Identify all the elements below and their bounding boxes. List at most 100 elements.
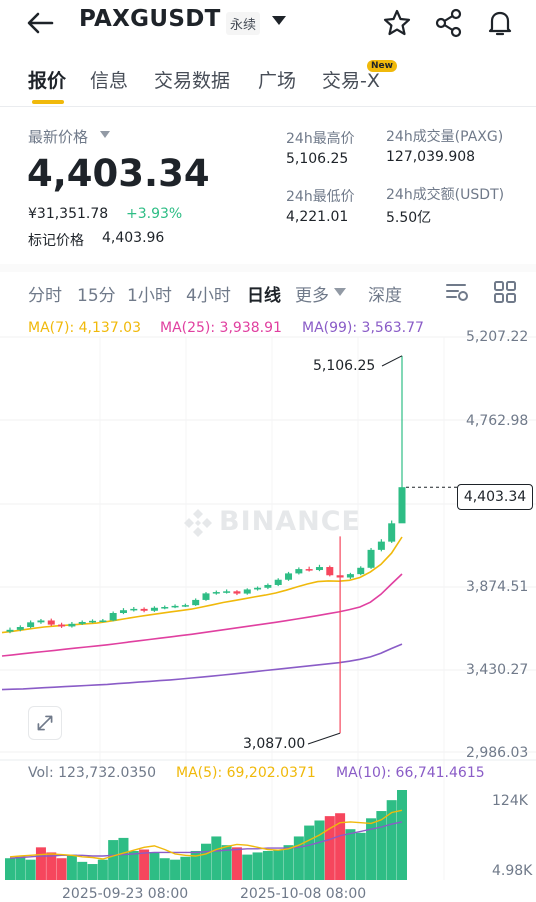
chevron-down-icon[interactable]	[272, 16, 286, 25]
volume-bar	[366, 818, 377, 880]
interval-depth[interactable]: 深度	[368, 286, 402, 306]
candle-body	[336, 575, 344, 578]
mark-price-label: 标记价格	[28, 233, 84, 249]
volume-bar	[221, 845, 232, 880]
candle-body	[109, 612, 117, 621]
bell-icon[interactable]	[485, 8, 515, 38]
turnover-24h-value: 5.50亿	[386, 210, 432, 226]
low-24h-label: 24h最低价	[286, 189, 355, 205]
volume-bar	[190, 850, 201, 880]
tab-trading-data[interactable]: 交易数据	[154, 70, 231, 92]
ma99-legend: MA(99): 3,563.77	[302, 320, 424, 336]
chart-grid	[0, 336, 536, 880]
volume-24h-value: 127,039.908	[386, 149, 476, 165]
price-axis-label: 3,430.27	[466, 662, 529, 678]
ma25-line	[1, 573, 403, 657]
chevron-down-icon[interactable]	[100, 131, 110, 138]
new-badge: New	[367, 60, 397, 72]
candle-body	[315, 567, 323, 571]
candle-body	[212, 592, 220, 594]
volume-bar	[108, 840, 119, 880]
candle-body	[305, 569, 313, 571]
candle-body	[243, 589, 251, 594]
candle-body	[367, 549, 375, 568]
volume-bar	[386, 800, 397, 880]
candle-body	[27, 622, 35, 628]
last-price-label[interactable]: 最新价格	[28, 128, 89, 146]
volume-bar	[211, 836, 222, 880]
symbol-title[interactable]: PAXGUSDT	[79, 6, 221, 32]
active-tab-indicator	[32, 100, 64, 104]
candles	[6, 355, 457, 745]
tab-trade-x[interactable]: 交易-X	[322, 70, 380, 92]
grid-layout-icon[interactable]	[492, 279, 518, 305]
candle-body	[140, 608, 148, 611]
low-marker-label: 3,087.00	[243, 736, 306, 752]
interval-1h[interactable]: 1小时	[127, 286, 172, 306]
interval-daily[interactable]: 日线	[247, 286, 281, 306]
interval-15m[interactable]: 15分	[77, 286, 116, 306]
volume-bar	[252, 852, 263, 880]
candle-body	[398, 487, 406, 524]
candle-body	[295, 569, 303, 574]
tab-quotes[interactable]: 报价	[28, 70, 67, 92]
section-separator	[0, 264, 536, 272]
price-axis-label: 3,874.51	[466, 579, 529, 595]
candle-body	[357, 567, 365, 575]
price-axis-label: 4,762.98	[466, 413, 529, 429]
candle-body	[181, 605, 189, 607]
candle-body	[274, 579, 282, 585]
indicator-settings-icon[interactable]	[444, 279, 470, 305]
candle-body	[161, 607, 169, 609]
last-price: 4,403.34	[27, 152, 210, 195]
high-24h-value: 5,106.25	[286, 151, 349, 167]
candle-body	[150, 607, 158, 611]
low-marker-line	[307, 732, 341, 745]
candle-body	[233, 591, 241, 594]
divider	[0, 106, 536, 107]
candle-body	[171, 605, 179, 608]
candle-body	[192, 599, 200, 606]
candle-body	[130, 608, 138, 611]
expand-icon[interactable]	[28, 706, 62, 740]
volume-bar	[170, 859, 181, 880]
volume-bar	[345, 829, 356, 880]
ma99-line	[1, 643, 403, 691]
candle-body	[377, 541, 385, 550]
share-icon[interactable]	[434, 8, 464, 38]
interval-more[interactable]: 更多	[295, 286, 329, 306]
high-marker-line	[381, 355, 403, 367]
tab-info[interactable]: 信息	[90, 70, 129, 92]
chevron-down-icon[interactable]	[334, 288, 346, 296]
candle-body	[202, 593, 210, 600]
candle-body	[264, 584, 272, 588]
candle-body	[254, 587, 262, 590]
volume-bar	[231, 847, 242, 880]
cny-value: ¥31,351.78	[28, 206, 109, 222]
volume-bar	[273, 849, 284, 880]
volume-bar	[376, 811, 387, 880]
back-arrow-icon[interactable]	[24, 9, 56, 37]
candle-body	[223, 591, 231, 593]
current-price-tag: 4,403.34	[457, 484, 533, 510]
candle-body	[119, 610, 127, 613]
volume-bar	[5, 858, 15, 880]
candle-body	[78, 621, 86, 624]
volume-bar	[355, 832, 366, 880]
candlestick-chart[interactable]	[0, 315, 536, 902]
volume-bar	[118, 837, 129, 880]
star-icon[interactable]	[382, 8, 412, 38]
volume-bar	[335, 813, 346, 880]
interval-4h[interactable]: 4小时	[186, 286, 231, 306]
volume-legend: Vol: 123,732.0350	[28, 765, 157, 781]
candle-body	[37, 620, 45, 623]
volume-ma10-legend: MA(10): 66,741.4615	[336, 765, 485, 781]
candle-body	[47, 620, 55, 625]
change-percent: +3.93%	[126, 206, 183, 222]
volume-bar	[46, 852, 57, 880]
volume-bar	[25, 859, 36, 880]
tab-square[interactable]: 广场	[258, 70, 297, 92]
volume-bar	[66, 854, 77, 880]
interval-time[interactable]: 分时	[28, 286, 62, 306]
volume-bar	[139, 849, 150, 880]
